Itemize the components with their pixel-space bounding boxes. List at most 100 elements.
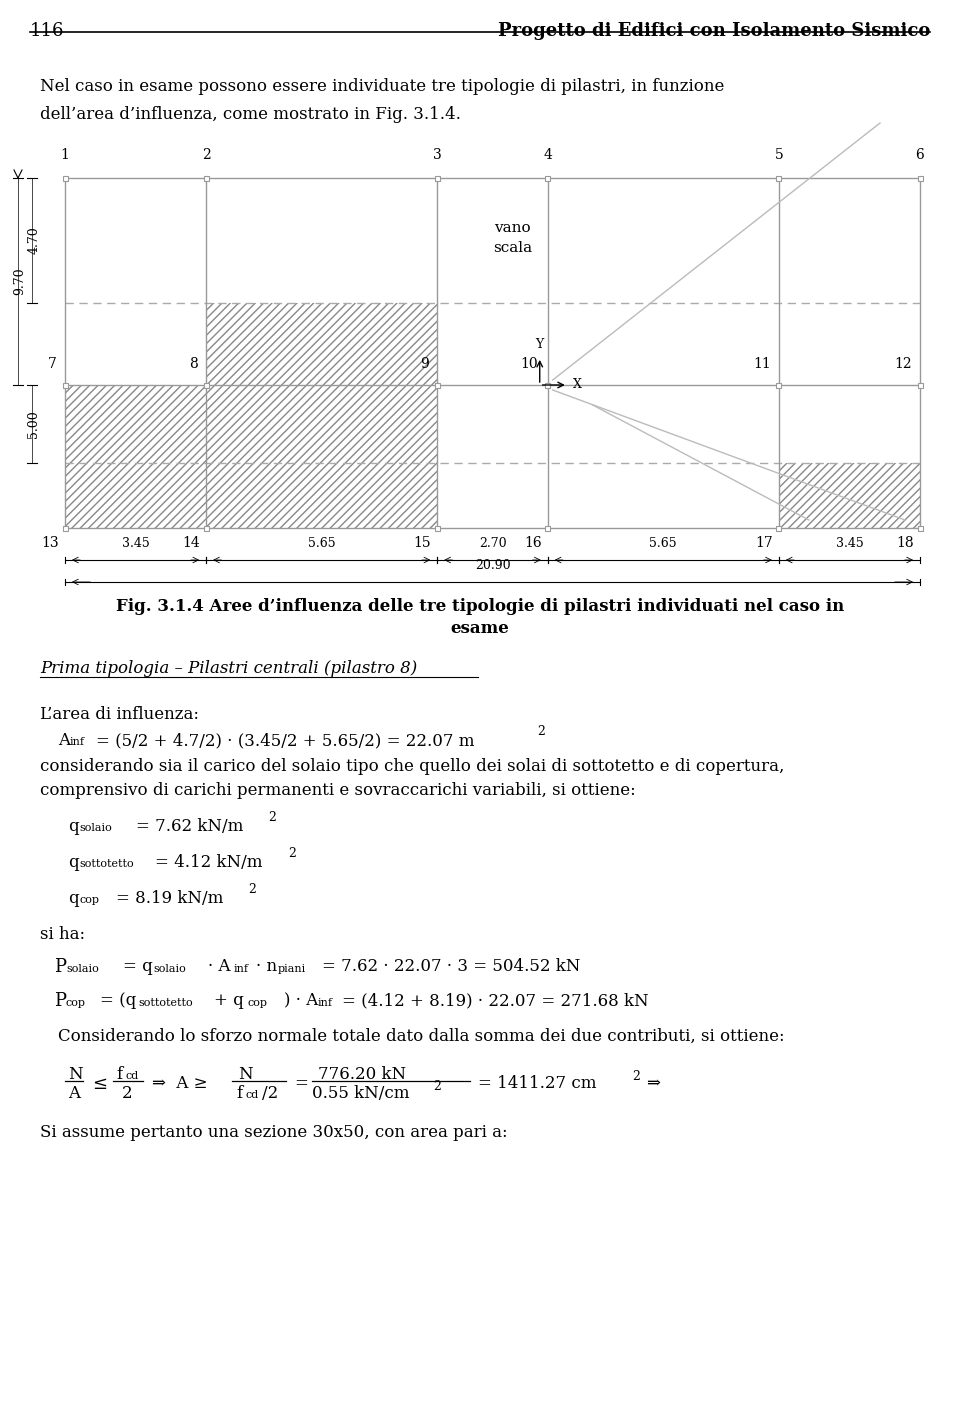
Text: inf: inf — [70, 737, 85, 746]
Text: P: P — [54, 992, 66, 1010]
Text: 9: 9 — [420, 357, 429, 371]
Text: 13: 13 — [41, 536, 59, 550]
Text: cop: cop — [79, 895, 99, 904]
Text: = (4.12 + 8.19) · 22.07 = 271.68 kN: = (4.12 + 8.19) · 22.07 = 271.68 kN — [342, 992, 649, 1009]
Text: 116: 116 — [30, 23, 64, 40]
Text: 17: 17 — [756, 536, 773, 550]
Text: · n: · n — [256, 958, 277, 975]
Text: 14: 14 — [182, 536, 200, 550]
Text: f: f — [116, 1065, 122, 1084]
Text: cd: cd — [125, 1071, 138, 1081]
Text: sottotetto: sottotetto — [138, 998, 193, 1007]
Bar — [779, 463, 920, 528]
Bar — [204, 525, 208, 531]
Text: 2: 2 — [122, 1085, 132, 1102]
Bar — [545, 382, 550, 388]
Bar — [545, 525, 550, 531]
Text: ⇒: ⇒ — [646, 1075, 660, 1092]
Text: = q: = q — [123, 958, 153, 975]
Text: Prima tipologia – Pilastri centrali (pilastro 8): Prima tipologia – Pilastri centrali (pil… — [40, 660, 418, 677]
Text: A: A — [58, 732, 70, 749]
Text: si ha:: si ha: — [40, 926, 85, 943]
Text: solaio: solaio — [79, 823, 111, 832]
Text: Considerando lo sforzo normale totale dato dalla somma dei due contributi, si ot: Considerando lo sforzo normale totale da… — [58, 1029, 784, 1046]
Text: 2: 2 — [288, 847, 296, 859]
Text: = 8.19 kN/m: = 8.19 kN/m — [116, 890, 224, 907]
Text: 12: 12 — [895, 357, 912, 371]
Text: 9.70: 9.70 — [13, 268, 27, 295]
Text: q: q — [68, 818, 79, 835]
Bar — [206, 303, 437, 385]
Text: 10: 10 — [520, 357, 538, 371]
Text: inf: inf — [234, 964, 249, 974]
Text: · A: · A — [208, 958, 230, 975]
Bar — [62, 525, 67, 531]
Text: dell’area d’influenza, come mostrato in Fig. 3.1.4.: dell’area d’influenza, come mostrato in … — [40, 106, 461, 123]
Text: ≤: ≤ — [92, 1075, 108, 1094]
Text: 2.70: 2.70 — [479, 538, 506, 550]
Text: q: q — [68, 854, 79, 871]
Text: 4.70: 4.70 — [28, 227, 40, 254]
Text: 6: 6 — [916, 148, 924, 162]
Text: 5: 5 — [775, 148, 783, 162]
Text: ) · A: ) · A — [284, 992, 319, 1009]
Text: 20.90: 20.90 — [474, 559, 511, 571]
Text: = (q: = (q — [100, 992, 136, 1009]
Text: sottotetto: sottotetto — [79, 859, 133, 869]
Text: esame: esame — [450, 619, 510, 636]
Text: 3.45: 3.45 — [835, 538, 863, 550]
Text: comprensivo di carichi permanenti e sovraccarichi variabili, si ottiene:: comprensivo di carichi permanenti e sovr… — [40, 782, 636, 799]
Text: 15: 15 — [414, 536, 431, 550]
Text: 16: 16 — [524, 536, 541, 550]
Text: 4: 4 — [543, 148, 552, 162]
Text: X: X — [573, 378, 582, 391]
Text: 2: 2 — [202, 148, 210, 162]
Text: ⇒  A ≥: ⇒ A ≥ — [152, 1075, 207, 1092]
Text: q: q — [68, 890, 79, 907]
Bar — [62, 175, 67, 181]
Text: = 7.62 · 22.07 · 3 = 504.52 kN: = 7.62 · 22.07 · 3 = 504.52 kN — [322, 958, 581, 975]
Bar — [918, 382, 923, 388]
Bar — [62, 382, 67, 388]
Text: P: P — [54, 958, 66, 976]
Text: solaio: solaio — [153, 964, 185, 974]
Text: 2: 2 — [268, 811, 276, 824]
Text: cd: cd — [245, 1091, 258, 1101]
Text: L’area di influenza:: L’area di influenza: — [40, 706, 199, 722]
Text: Y: Y — [536, 339, 544, 351]
Text: 0.55 kN/cm: 0.55 kN/cm — [312, 1085, 410, 1102]
Text: = (5/2 + 4.7/2) · (3.45/2 + 5.65/2) = 22.07 m: = (5/2 + 4.7/2) · (3.45/2 + 5.65/2) = 22… — [96, 732, 474, 749]
Bar — [918, 525, 923, 531]
Bar — [435, 525, 440, 531]
Bar — [204, 382, 208, 388]
Bar — [777, 525, 781, 531]
Text: 776.20 kN: 776.20 kN — [318, 1065, 406, 1084]
Text: 3.45: 3.45 — [122, 538, 150, 550]
Text: considerando sia il carico del solaio tipo che quello dei solai di sottotetto e : considerando sia il carico del solaio ti… — [40, 758, 784, 775]
Text: Progetto di Edifici con Isolamento Sismico: Progetto di Edifici con Isolamento Sismi… — [497, 23, 930, 40]
Text: Nel caso in esame possono essere individuate tre tipologie di pilastri, in funzi: Nel caso in esame possono essere individ… — [40, 78, 725, 95]
Text: 1: 1 — [60, 148, 69, 162]
Bar — [777, 175, 781, 181]
Text: Si assume pertanto una sezione 30x50, con area pari a:: Si assume pertanto una sezione 30x50, co… — [40, 1125, 508, 1141]
Bar — [65, 385, 437, 528]
Text: N: N — [238, 1065, 252, 1084]
Bar — [435, 175, 440, 181]
Text: 3: 3 — [433, 148, 442, 162]
Text: 7: 7 — [48, 357, 57, 371]
Text: 2: 2 — [248, 883, 256, 896]
Text: 8: 8 — [189, 357, 198, 371]
Text: piani: piani — [278, 964, 306, 974]
Text: = 7.62 kN/m: = 7.62 kN/m — [136, 818, 244, 835]
Text: 2: 2 — [537, 725, 545, 738]
Text: 18: 18 — [897, 536, 914, 550]
Text: = 4.12 kN/m: = 4.12 kN/m — [155, 854, 262, 871]
Text: 2: 2 — [632, 1070, 640, 1084]
Text: cop: cop — [248, 998, 268, 1007]
Text: f: f — [236, 1085, 242, 1102]
Bar — [204, 175, 208, 181]
Text: solaio: solaio — [66, 964, 99, 974]
Bar — [918, 175, 923, 181]
Text: 5.00: 5.00 — [28, 411, 40, 437]
Text: /2: /2 — [262, 1085, 278, 1102]
